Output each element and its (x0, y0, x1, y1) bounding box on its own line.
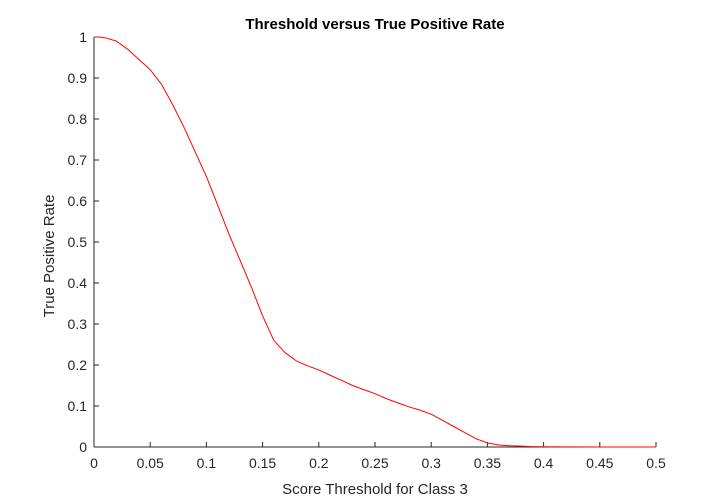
x-tick-label: 0.1 (197, 455, 217, 471)
plot-area: 0 0.05 0.1 0.15 0.2 0.25 0.3 0.35 0.4 0.45 0.5 0 0.1… (68, 29, 666, 471)
y-tick-label: 0 (79, 439, 87, 455)
y-tick-label: 0.1 (68, 398, 88, 414)
y-tick-label: 0.8 (68, 111, 88, 127)
x-tick-label: 0.35 (474, 455, 501, 471)
x-tick-label: 0.05 (137, 455, 164, 471)
y-tick-label: 0.5 (68, 234, 88, 250)
y-tick-label: 0.4 (68, 275, 88, 291)
y-tick-label: 0.7 (68, 152, 88, 168)
x-tick-label: 0.25 (361, 455, 388, 471)
x-tick-label: 0 (90, 455, 98, 471)
y-tick-label: 0.9 (68, 70, 88, 86)
y-tick-label: 1 (79, 29, 87, 45)
y-axis-label: True Positive Rate (41, 195, 58, 318)
x-tick-label: 0.15 (249, 455, 276, 471)
x-axis-label: Score Threshold for Class 3 (282, 481, 468, 498)
x-tick-label: 0.3 (421, 455, 441, 471)
y-tick-label: 0.3 (68, 316, 88, 332)
x-tick-label: 0.2 (309, 455, 329, 471)
series-line (94, 36, 656, 448)
x-tick-label: 0.45 (586, 455, 613, 471)
x-tick-label: 0.5 (646, 455, 666, 471)
y-tick-label: 0.6 (68, 193, 88, 209)
y-tick-label: 0.2 (68, 357, 88, 373)
x-tick-label: 0.4 (534, 455, 554, 471)
chart-title: Threshold versus True Positive Rate (245, 16, 504, 33)
